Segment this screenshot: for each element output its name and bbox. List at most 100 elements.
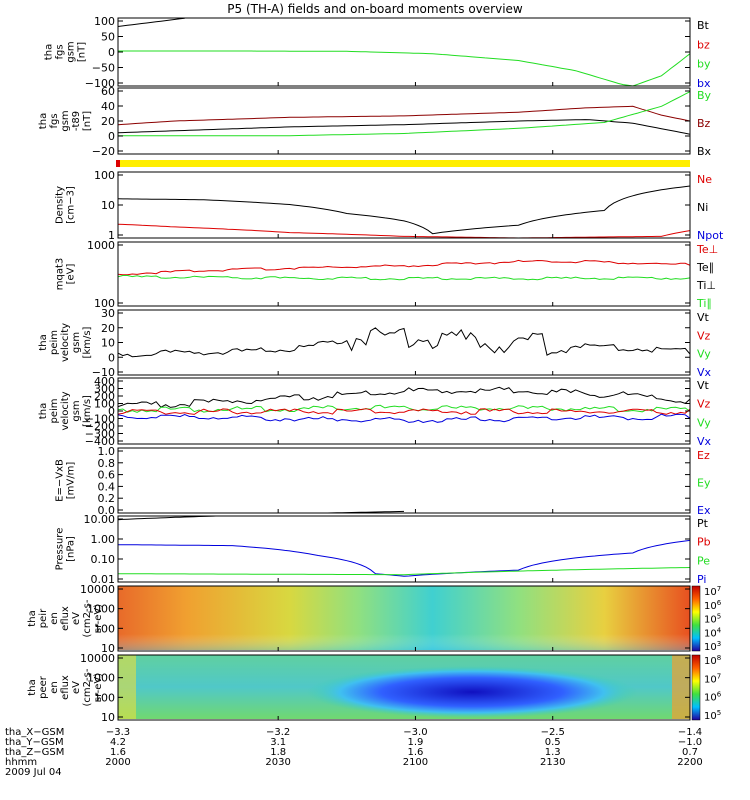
y-axis-label-line: Density xyxy=(55,186,66,224)
y-axis-label-line: en xyxy=(49,681,60,694)
x-axis-value: −2.5 xyxy=(541,727,565,738)
y-axis-label-line: eV xyxy=(71,681,82,694)
y-tick-label: 400 xyxy=(94,375,115,388)
mode-bar-start xyxy=(116,160,120,167)
y-axis-label-line: mqat3 xyxy=(55,258,66,291)
y-tick-label: 60 xyxy=(101,85,115,98)
legend-entry: bz xyxy=(697,38,710,51)
y-axis-label-line: tha xyxy=(27,679,38,695)
y-tick-label: −200 xyxy=(85,420,115,433)
series-line-bt xyxy=(118,18,185,27)
series-line-pi xyxy=(118,539,690,577)
panel-frame xyxy=(117,377,691,445)
x-axis-value: 1.6 xyxy=(407,747,423,758)
series-line-ti xyxy=(118,275,690,281)
series-line-by xyxy=(118,50,690,87)
legend-entry: Npot xyxy=(697,229,724,242)
y-tick-label: 0.10 xyxy=(91,553,116,566)
y-tick-label: 20 xyxy=(101,115,115,128)
colorbar-tick-base: 10 xyxy=(704,615,717,626)
colorbar-tick-base: 10 xyxy=(704,674,717,685)
legend-entry: Ez xyxy=(697,449,710,462)
x-axis-value: −1.4 xyxy=(678,727,702,738)
colorbar-tick-exponent: 4 xyxy=(717,626,722,634)
y-axis-label-line: (cm2-s- xyxy=(82,668,93,706)
legend-entry: Pt xyxy=(697,517,709,530)
y-tick-label: 30 xyxy=(101,307,115,320)
y-axis-label-line: tha xyxy=(44,44,55,60)
legend-entry: Vt xyxy=(697,379,710,392)
y-tick-label: 0.6 xyxy=(98,469,116,482)
colorbar-tick-label: 106 xyxy=(704,599,722,612)
x-axis-row-label: tha_Z−GSM xyxy=(5,747,64,758)
y-axis-label-line: tha xyxy=(27,610,38,626)
y-axis-label-line: peim xyxy=(49,330,60,355)
y-tick-label: −400 xyxy=(85,435,115,448)
y-axis-label-line: peer xyxy=(38,675,49,699)
legend-entry: bx xyxy=(697,77,711,90)
legend-entry: Vy xyxy=(697,348,711,361)
x-axis-value: 2030 xyxy=(265,757,290,768)
date-label: 2009 Jul 04 xyxy=(5,767,62,778)
x-axis-row-label: tha_Y−GSM xyxy=(5,737,64,748)
colorbar-tick-base: 10 xyxy=(704,642,717,653)
electron-spectrogram-edge xyxy=(118,655,136,719)
x-axis-value: 3.1 xyxy=(270,737,286,748)
x-axis-row-label: hhmm xyxy=(5,757,37,768)
y-tick-label: 10 xyxy=(101,711,115,724)
y-axis-label: tha peim velocity gsm [km/s] xyxy=(38,323,93,362)
spectrogram-layer xyxy=(118,586,690,719)
y-axis-label: mqat3 [eV] xyxy=(55,258,77,291)
colorbar-tick-base: 10 xyxy=(704,656,717,667)
legend-entry: Vy xyxy=(697,416,711,429)
legend-entry: Vx xyxy=(697,435,712,448)
colorbar-tick-exponent: 7 xyxy=(717,585,721,593)
legend-entry: Vz xyxy=(697,329,711,342)
x-axis-value: 2000 xyxy=(105,757,130,768)
y-tick-label: 200 xyxy=(94,390,115,403)
y-axis-label-line: tha xyxy=(38,334,49,350)
colorbar-tick-base: 10 xyxy=(704,587,717,598)
y-axis-label-line: [mV/m] xyxy=(66,462,77,500)
legend-entry: Ni xyxy=(697,201,708,214)
y-axis-label-line: tha xyxy=(38,113,49,129)
y-tick-label: 1000 xyxy=(87,672,115,685)
colorbar-tick-base: 10 xyxy=(704,711,717,722)
colorbar-tick-label: 105 xyxy=(704,613,721,626)
legend-entry: Ex xyxy=(697,504,711,517)
y-tick-label: −300 xyxy=(85,428,115,441)
legend-entry: By xyxy=(697,89,712,102)
legend-entry: Vz xyxy=(697,398,711,411)
colorbar-tick-base: 10 xyxy=(704,693,717,704)
colorbar-tick-label: 105 xyxy=(704,709,721,722)
legend-entry: Pb xyxy=(697,536,711,549)
colorbar-tick-label: 107 xyxy=(704,672,721,685)
y-axis-label: tha fgs gsm -t89 [nT] xyxy=(38,110,93,131)
y-tick-label: 100 xyxy=(94,169,115,182)
colorbar xyxy=(691,654,701,721)
colorbar-tick-exponent: 6 xyxy=(717,691,722,699)
panel-frame xyxy=(117,309,691,376)
x-axis-value: 1.9 xyxy=(407,737,423,748)
series-line-vx xyxy=(118,413,690,424)
y-tick-label: 40 xyxy=(101,100,115,113)
y-tick-label: −20 xyxy=(92,145,115,158)
panel-frame xyxy=(117,17,691,87)
series-line-te xyxy=(118,259,690,276)
y-axis-label-line: velocity xyxy=(60,323,71,362)
y-axis-label: tha peir en eflux eV (cm2-s-sr-eV) xyxy=(27,599,104,637)
legend-entry: Pi xyxy=(697,573,706,586)
legend-entry: Ti⊥ xyxy=(696,279,716,292)
y-axis-label: Density [cm−3] xyxy=(55,186,77,224)
x-axis-value: 1.6 xyxy=(110,747,126,758)
y-tick-label: 1.0 xyxy=(98,445,116,458)
y-tick-label: −10 xyxy=(92,366,115,379)
x-axis-value: 0.7 xyxy=(682,747,698,758)
x-axis-value: 2100 xyxy=(403,757,428,768)
colorbar-tick-exponent: 6 xyxy=(717,599,722,607)
y-axis-label-line: [km/s] xyxy=(82,395,93,427)
electron-spectrogram-core xyxy=(307,666,637,718)
legend-entry: Bz xyxy=(697,117,711,130)
y-axis-label: tha peer en eflux eV (cm2-s-sr-eV) xyxy=(27,668,104,706)
x-axis-value: 4.2 xyxy=(110,737,126,748)
